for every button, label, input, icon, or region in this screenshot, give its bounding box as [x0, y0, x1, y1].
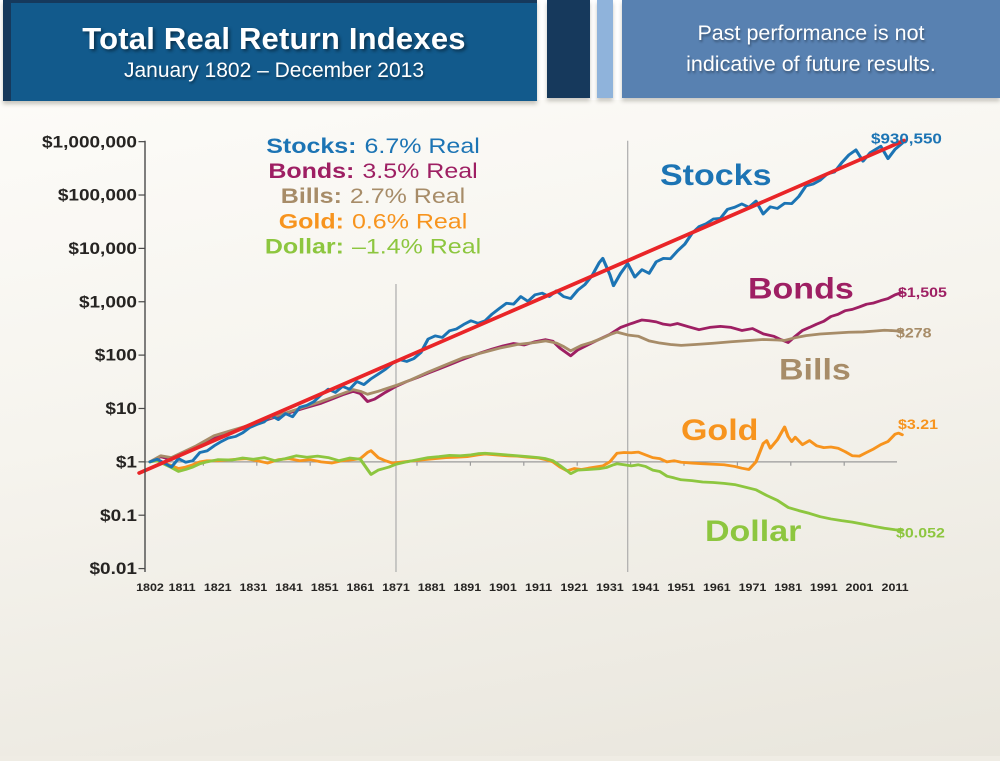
y-axis-label: $1,000 [79, 293, 137, 312]
y-axis-label: $1,000,000 [42, 132, 137, 151]
x-axis-label-1811: 1811 [169, 582, 197, 594]
legend-value-dollar: –1.4% Real [352, 234, 481, 258]
x-axis-label-1891: 1891 [453, 582, 481, 594]
disclaimer-line-2: indicative of future results. [686, 52, 936, 76]
end-value-stocks: $930,550 [871, 131, 942, 147]
legend-value-gold: 0.6% Real [352, 209, 467, 233]
chart-area: $1,000,000 $100,000 $10,000 $1,000 $100 $10 $1… [0, 100, 1000, 756]
series-line-gold [148, 425, 904, 473]
x-axis-label-1802: 1802 [136, 582, 164, 594]
end-value-bonds: $1,505 [898, 285, 947, 301]
x-axis-label-1911: 1911 [525, 582, 553, 594]
legend-row-bonds: Bonds: 3.5% Real [268, 159, 477, 183]
y-axis-label: $100 [95, 346, 137, 365]
axes: $1,000,000 $100,000 $10,000 $1,000 $100 $10 $1… [42, 132, 909, 593]
x-axis-label-1961: 1961 [703, 582, 731, 594]
x-axis-label-1931: 1931 [596, 582, 624, 594]
legend-row-stocks: Stocks: 6.7% Real [266, 133, 480, 157]
series-label-gold: Gold [681, 413, 758, 446]
legend-row-gold: Gold: 0.6% Real [279, 209, 467, 233]
y-axis-label: $100,000 [58, 186, 137, 205]
y-axis-label: $10,000 [68, 239, 137, 258]
header-title-box: Total Real Return Indexes January 1802 –… [3, 0, 537, 101]
x-axis-label-1821: 1821 [204, 582, 232, 594]
series-label-dollar: Dollar [705, 514, 801, 547]
end-value-bills: $278 [896, 326, 932, 342]
series-label-bonds: Bonds [748, 272, 854, 305]
legend-value-stocks: 6.7% Real [364, 133, 479, 157]
legend-label-dollar: Dollar: [265, 234, 344, 258]
legend: Stocks: 6.7% Real Bonds: 3.5% Real Bills: 2… [265, 133, 481, 258]
legend-label-bills: Bills: [281, 184, 342, 208]
legend-row-bills: Bills: 2.7% Real [281, 184, 465, 208]
page-title: Total Real Return Indexes [82, 20, 466, 56]
legend-label-stocks: Stocks: [266, 133, 356, 157]
y-axis-label: $10 [105, 399, 137, 418]
x-axis-label-1831: 1831 [239, 582, 267, 594]
header: Total Real Return Indexes January 1802 –… [0, 0, 1000, 101]
x-axis-label-2011: 2011 [882, 582, 910, 594]
x-axis-label-1901: 1901 [489, 582, 517, 594]
series-annotations: Stocks $930,550 Bonds $1,505 Bills $278 … [660, 131, 947, 547]
legend-value-bills: 2.7% Real [350, 184, 465, 208]
x-axis-label-1991: 1991 [810, 582, 838, 594]
disclaimer-box: Past performance is not indicative of fu… [622, 0, 1000, 98]
x-axis-label-1951: 1951 [667, 582, 695, 594]
x-axis-label-2001: 2001 [846, 582, 874, 594]
end-value-dollar: $0.052 [896, 525, 945, 541]
x-axis-label-1851: 1851 [311, 582, 339, 594]
x-axis-label-1981: 1981 [774, 582, 802, 594]
legend-label-gold: Gold: [279, 209, 344, 233]
page-subtitle: January 1802 – December 2013 [123, 59, 425, 83]
legend-row-dollar: Dollar: –1.4% Real [265, 234, 481, 258]
y-axis-label: $0.01 [90, 559, 138, 578]
x-axis-label-1971: 1971 [739, 582, 767, 594]
series-line-stocks [148, 141, 904, 469]
legend-value-bonds: 3.5% Real [362, 159, 477, 183]
series-line-bills [148, 328, 904, 464]
x-axis-label-1921: 1921 [560, 582, 588, 594]
x-axis-label-1881: 1881 [418, 582, 446, 594]
disclaimer-line-1: Past performance is not [697, 21, 925, 45]
y-axis-label: $1 [116, 453, 137, 472]
total-real-return-chart: $1,000,000 $100,000 $10,000 $1,000 $100 $10 $1… [42, 131, 947, 594]
series-line-dollar [148, 451, 904, 532]
x-axis-label-1841: 1841 [275, 582, 303, 594]
series-label-stocks: Stocks [660, 158, 771, 191]
x-axis-label-1861: 1861 [346, 582, 374, 594]
header-dark-stripe [547, 0, 590, 98]
end-value-gold: $3.21 [898, 417, 938, 433]
x-axis-label-1941: 1941 [632, 582, 660, 594]
legend-label-bonds: Bonds: [268, 159, 354, 183]
series-lines [137, 138, 907, 532]
x-axis-label-1871: 1871 [382, 582, 410, 594]
trend-line-stocks [137, 138, 907, 475]
y-axis-label: $0.1 [100, 506, 137, 525]
header-light-stripe [597, 0, 613, 98]
series-label-bills: Bills [779, 353, 851, 386]
